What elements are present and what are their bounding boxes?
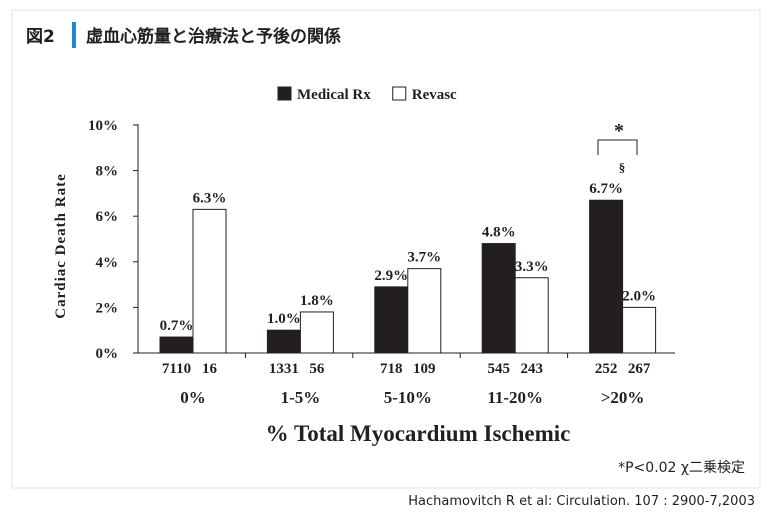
bar	[589, 199, 624, 354]
value-label: 6.3%	[193, 190, 227, 206]
x-tick-label: 1-5%	[281, 388, 321, 407]
significance: *	[614, 120, 624, 142]
bar	[514, 277, 549, 354]
sample-size: 1331	[269, 361, 299, 377]
chart-title: 虚血心筋量と治療法と予後の関係	[86, 26, 341, 47]
bar	[266, 329, 301, 354]
y-tick-label: 4%	[96, 255, 119, 271]
x-tick-label: 11-20%	[487, 388, 543, 407]
sample-size: 243	[520, 361, 543, 377]
value-label: 4.8%	[482, 225, 516, 241]
sample-size: 109	[413, 361, 436, 377]
value-label: 1.0%	[267, 311, 301, 327]
x-axis-label: % Total Myocardium Ischemic	[266, 421, 571, 446]
bar	[622, 306, 657, 354]
significance-bracket	[597, 139, 638, 155]
source: Hachamovitch R et al: Circulation. 107 :…	[408, 494, 755, 509]
legend-label: Medical Rx	[297, 87, 371, 103]
value-label: 3.3%	[515, 259, 549, 275]
title-accent	[72, 22, 76, 48]
y-tick-label: 8%	[96, 164, 119, 180]
bar	[374, 286, 409, 354]
sample-size: 267	[628, 361, 651, 377]
y-tick-label: 2%	[96, 300, 119, 316]
value-label: 0.7%	[160, 318, 194, 334]
bar	[481, 243, 516, 354]
legend-swatch	[277, 86, 292, 101]
sample-size: 252	[595, 361, 618, 377]
sample-size: 16	[202, 361, 218, 377]
value-label: 3.7%	[407, 250, 441, 266]
note: *P<0.02 χ二乗検定	[618, 460, 745, 476]
y-tick-label: 0%	[96, 346, 119, 362]
y-axis-label: Cardiac Death Rate	[53, 173, 69, 318]
value-label: 6.7%	[589, 181, 623, 197]
significance-mark: §	[619, 160, 626, 175]
sample-size: 545	[487, 361, 510, 377]
x-tick-label: 5-10%	[384, 388, 432, 407]
card	[11, 9, 761, 489]
y-tick-label: 10%	[88, 118, 118, 134]
sample-size: 718	[380, 361, 403, 377]
bar	[192, 208, 227, 354]
legend-label: Revasc	[412, 87, 457, 103]
sample-size: 7110	[162, 361, 191, 377]
figure-label: 図2	[26, 27, 55, 47]
value-label: 1.8%	[300, 293, 334, 309]
x-tick-label: 0%	[180, 388, 206, 407]
bar	[299, 311, 334, 354]
value-label: 2.9%	[374, 268, 408, 284]
value-label: 2.0%	[622, 288, 656, 304]
legend-swatch	[392, 86, 407, 101]
bar	[407, 268, 442, 354]
x-tick-label: >20%	[601, 388, 645, 407]
bar	[159, 336, 194, 354]
sample-size: 56	[309, 361, 325, 377]
y-tick-label: 6%	[96, 209, 119, 225]
